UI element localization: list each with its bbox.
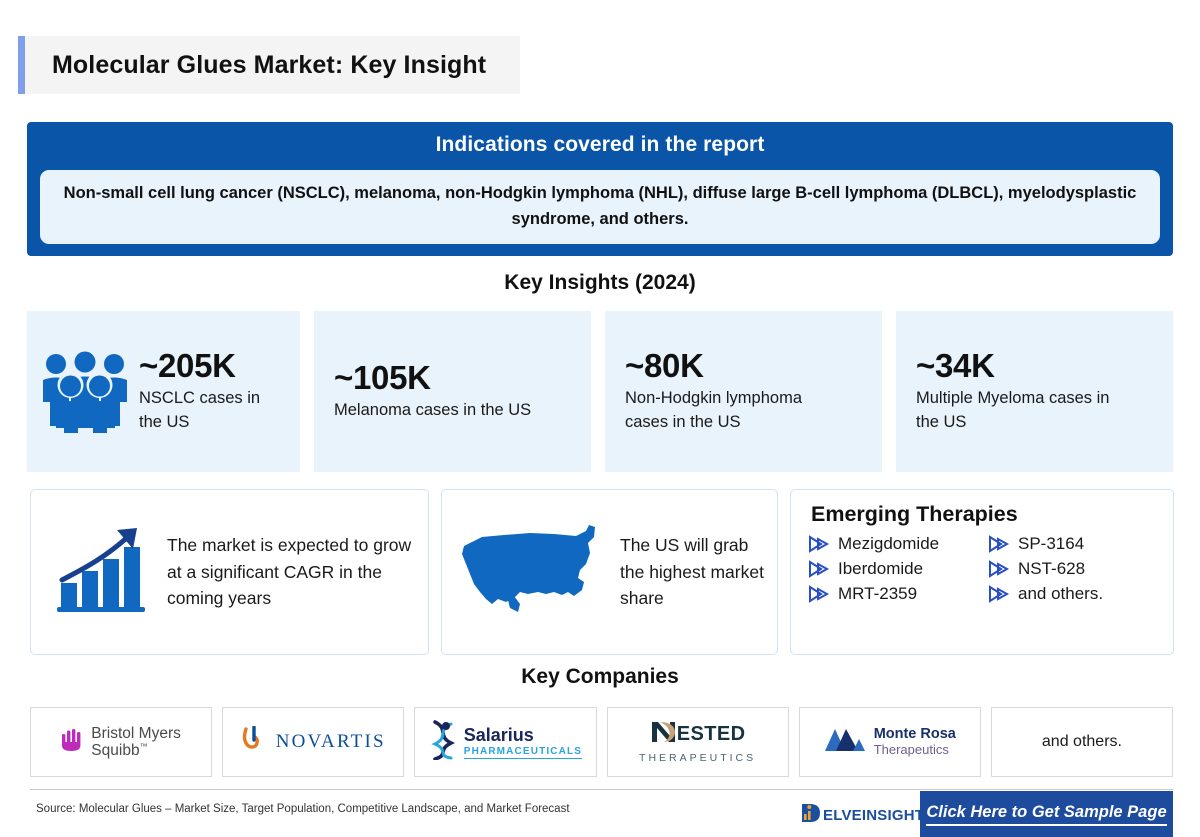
company-name: NOVARTIS [275,731,386,752]
therapy-label: Mezigdomide [838,534,940,553]
double-chevron-icon [807,585,831,603]
source-note: Source: Molecular Glues – Market Size, T… [36,803,570,815]
salarius-dna-icon [429,719,457,765]
company-name-line2: Therapeutics [873,741,949,757]
key-companies-row: Bristol Myers Squibb™ NOVARTIS [30,707,1174,777]
title-accent-bar [18,36,25,94]
us-market-share-card: The US will grab the highest market shar… [441,489,778,655]
and-others-label: and others. [1041,733,1122,750]
therapy-label: and others. [1018,584,1104,603]
list-item: Iberdomide [807,559,977,579]
stat-card-nhl: ~80K Non-Hodgkin lymphoma cases in the U… [605,311,882,472]
indications-banner-body: Non-small cell lung cancer (NSCLC), mela… [40,170,1160,244]
indications-banner: Indications covered in the report Non-sm… [27,122,1173,256]
company-name-line1: Salarius [463,724,534,745]
page-title-bar: Molecular Glues Market: Key Insight [18,36,520,94]
key-insights-card-row: ~205K NSCLC cases in the US ~105K Melano… [27,311,1173,472]
cagr-card: The market is expected to grow at a sign… [30,489,429,655]
therapy-label: MRT-2359 [838,584,918,603]
double-chevron-icon [987,560,1011,578]
company-name-line2: Squibb [91,742,140,759]
stat-label-nhl: Non-Hodgkin lymphoma cases in the US [625,388,802,431]
stat-value-multiple-myeloma: ~34K [916,347,995,385]
emerging-therapies-list: Mezigdomide SP-3164 Ib [807,534,1157,604]
stat-label-multiple-myeloma: Multiple Myeloma cases in the US [916,388,1110,431]
get-sample-page-button[interactable]: Click Here to Get Sample Page [920,791,1173,837]
monte-rosa-peaks-icon [824,727,866,758]
double-chevron-icon [987,585,1011,603]
feature-card-row: The market is expected to grow at a sign… [30,489,1174,655]
stat-label-melanoma: Melanoma cases in the US [334,400,532,419]
double-chevron-icon [987,535,1011,553]
list-item: Mezigdomide [807,534,977,554]
list-item: and others. [987,584,1157,604]
novartis-flame-icon [241,724,263,759]
company-logo-nested-therapeutics: ESTED THERAPEUTICS [606,707,789,777]
company-name-line1: Bristol Myers [91,724,181,742]
delveinsight-wordmark: ELVEINSIGHT [823,807,925,824]
page-title: Molecular Glues Market: Key Insight [52,50,487,79]
us-map-icon [458,520,608,625]
get-sample-page-label: Click Here to Get Sample Page [926,803,1167,826]
company-name-line1: Monte Rosa [873,725,956,742]
bms-hand-icon [61,727,83,758]
list-item: NST-628 [987,559,1157,579]
key-companies-heading: Key Companies [521,665,679,688]
cagr-text: The market is expected to grow at a sign… [167,535,412,609]
footer-divider [30,789,1173,790]
stat-label-nsclc: NSCLC cases in the US [139,388,261,431]
company-logo-monte-rosa-therapeutics: Monte Rosa Therapeutics [798,707,981,777]
stat-value-nhl: ~80K [625,347,704,385]
company-logo-and-others: and others. [990,707,1174,777]
company-name-line2: THERAPEUTICS [639,751,757,764]
company-logo-bristol-myers-squibb: Bristol Myers Squibb™ [30,707,213,777]
list-item: SP-3164 [987,534,1157,554]
us-market-share-text: The US will grab the highest market shar… [620,535,764,609]
delveinsight-mark-icon [800,802,822,829]
therapy-label: NST-628 [1018,559,1086,578]
double-chevron-icon [807,535,831,553]
stat-value-melanoma: ~105K [334,359,431,397]
company-name-line2: PHARMACEUTICALS [463,745,583,759]
therapy-label: SP-3164 [1018,534,1085,553]
list-item: MRT-2359 [807,584,977,604]
company-logo-salarius-pharmaceuticals: Salarius PHARMACEUTICALS [414,707,597,777]
double-chevron-icon [807,560,831,578]
indications-banner-title: Indications covered in the report [435,133,765,156]
company-name-line1: ESTED [676,723,746,745]
company-logo-novartis: NOVARTIS [222,707,405,777]
stat-card-melanoma: ~105K Melanoma cases in the US [314,311,591,472]
key-insights-heading: Key Insights (2024) [504,271,696,294]
stat-value-nsclc: ~205K [139,347,236,385]
emerging-therapies-title: Emerging Therapies [811,502,1018,526]
emerging-therapies-card: Emerging Therapies Mezigdomide [790,489,1174,655]
stat-card-nsclc: ~205K NSCLC cases in the US [27,311,300,472]
nested-n-icon [650,721,676,748]
therapy-label: Iberdomide [838,559,924,578]
stat-card-multiple-myeloma: ~34K Multiple Myeloma cases in the US [896,311,1173,472]
delveinsight-logo: ELVEINSIGHT [800,802,924,829]
growth-bar-chart-icon [57,525,149,620]
indications-list-text: Non-small cell lung cancer (NSCLC), mela… [63,184,1137,228]
people-group-icon [37,349,133,435]
